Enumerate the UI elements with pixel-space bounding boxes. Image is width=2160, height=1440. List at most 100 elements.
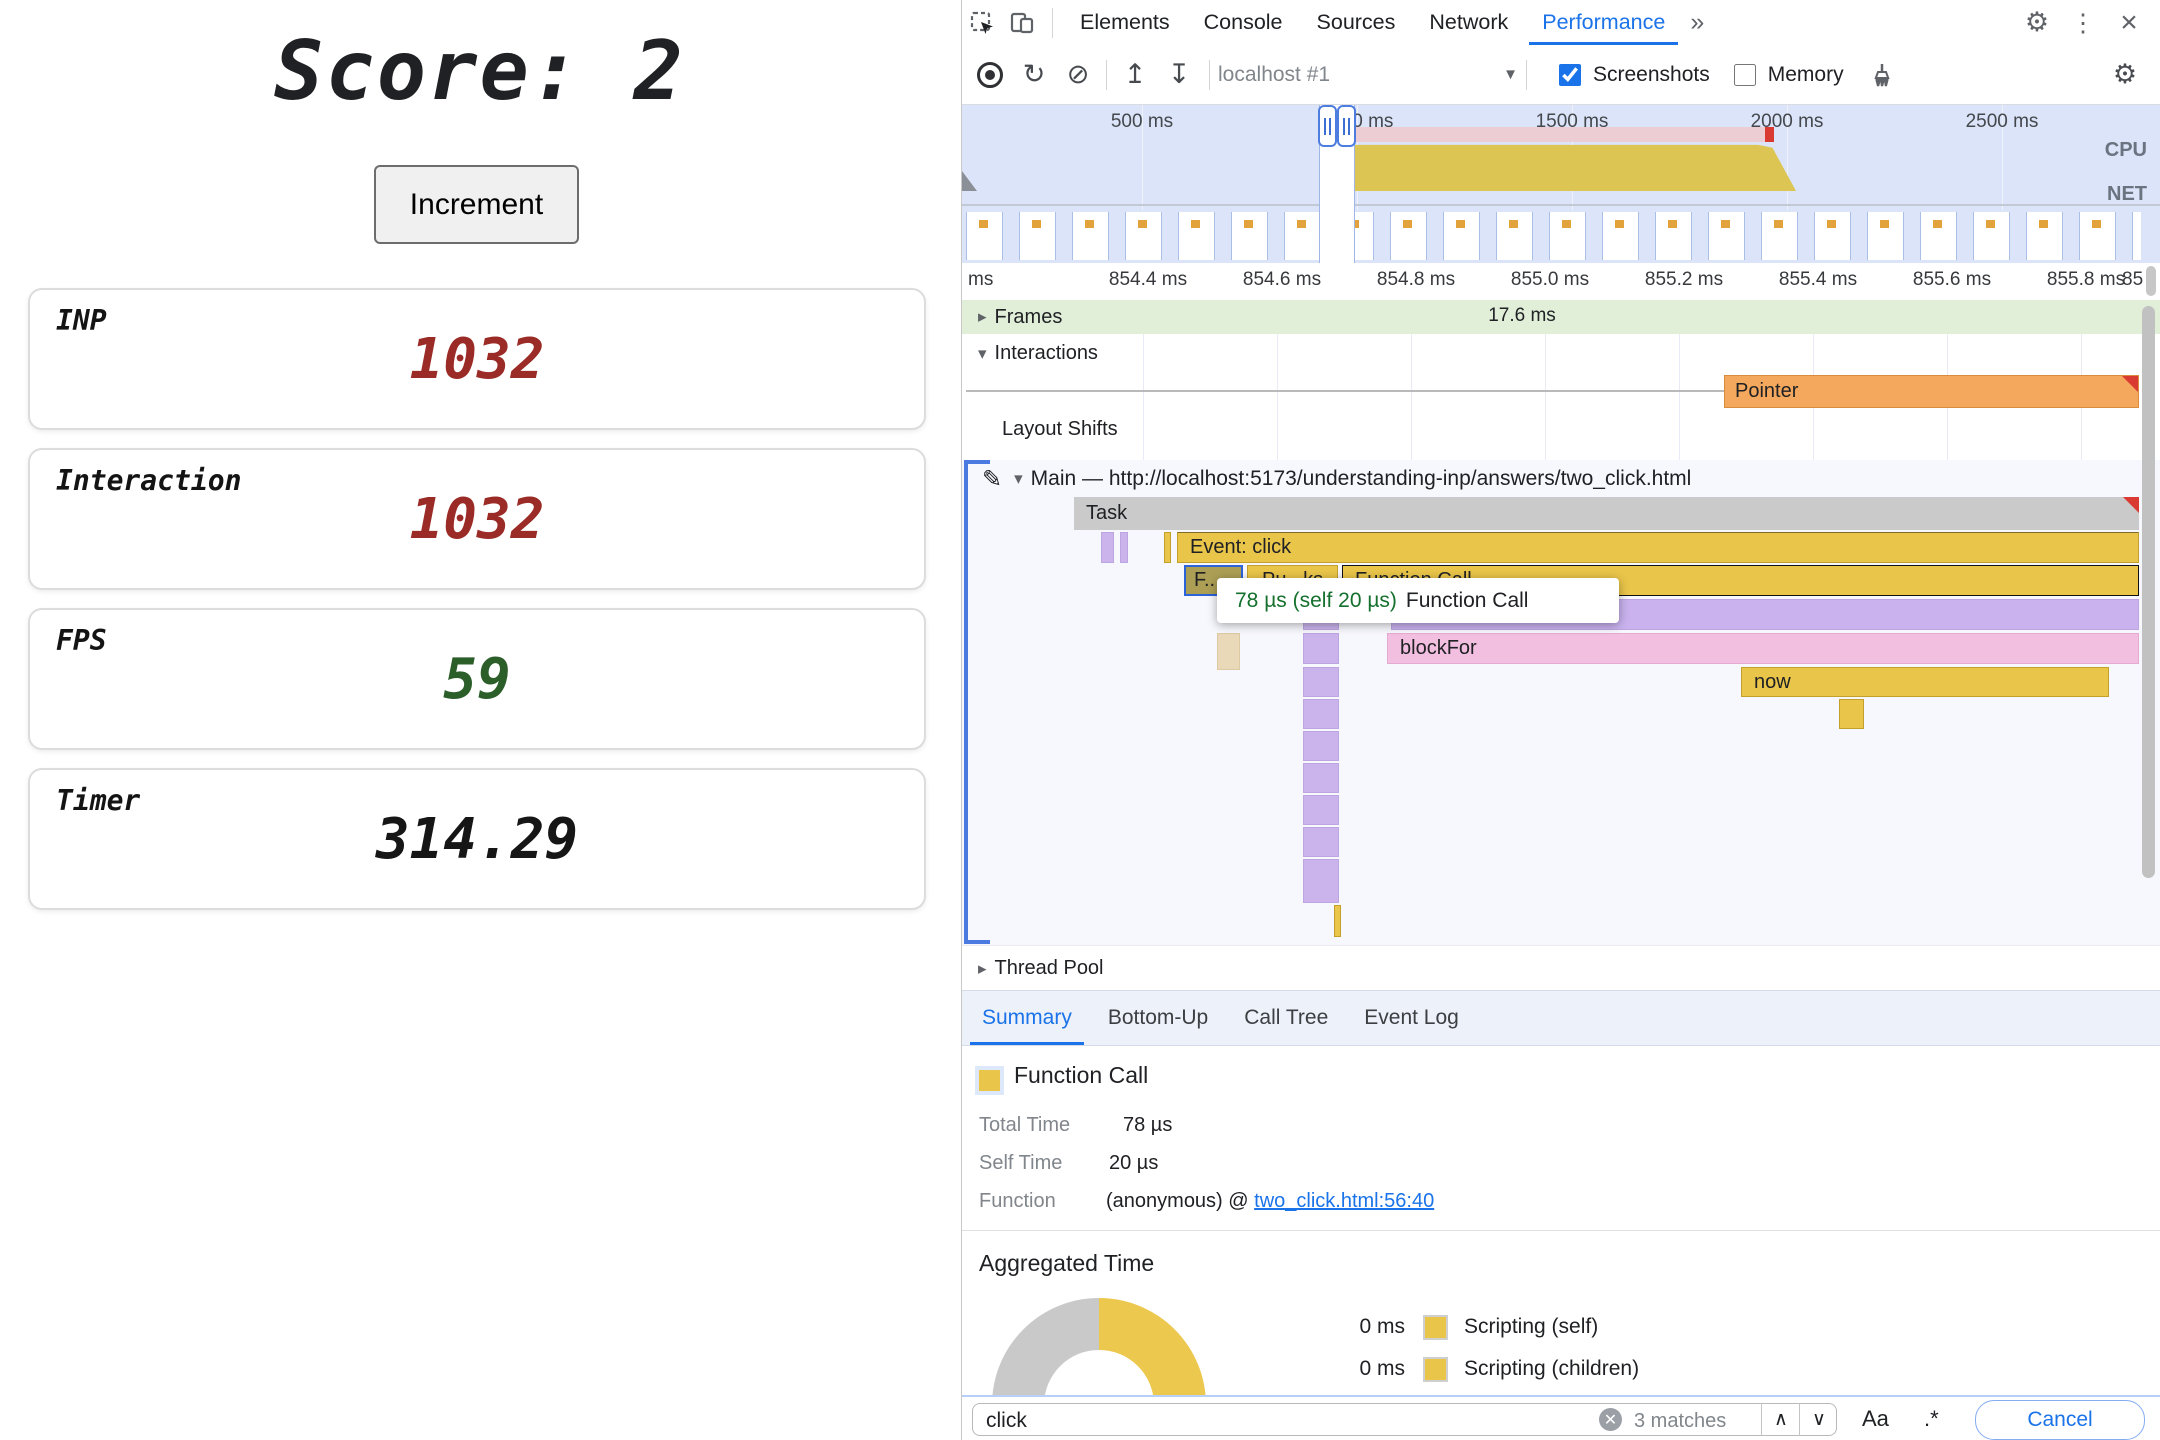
metric-card-timer: Timer 314.29: [28, 768, 926, 910]
record-icon[interactable]: [968, 53, 1012, 97]
legend-row: 0 ms Scripting (self): [1345, 1312, 1598, 1342]
range-handle-left[interactable]: [1318, 105, 1337, 147]
settings-gear-icon[interactable]: ⚙: [2024, 7, 2050, 37]
frames-track-label: Frames: [994, 305, 1063, 328]
aggregated-time-title: Aggregated Time: [979, 1250, 1155, 1276]
source-location-link[interactable]: two_click.html:56:40: [1254, 1190, 1435, 1212]
tab-bottom-up[interactable]: Bottom-Up: [1107, 1006, 1209, 1029]
screenshots-checkbox-input[interactable]: [1559, 63, 1581, 86]
clear-search-icon[interactable]: ✕: [1599, 1408, 1622, 1431]
tab-console[interactable]: Console: [1203, 10, 1283, 34]
horizontal-scrollbar-thumb[interactable]: [2146, 266, 2156, 296]
tab-summary[interactable]: Summary: [964, 991, 1090, 1045]
metric-card-inp: INP 1032: [28, 288, 926, 430]
pencil-icon[interactable]: ✎: [982, 465, 1003, 493]
score-heading: Score: 2: [274, 24, 685, 119]
flame-bar-gc[interactable]: [1303, 667, 1339, 697]
inspect-element-icon[interactable]: [962, 0, 1002, 45]
divider: [1052, 7, 1053, 38]
metric-label: INP: [56, 304, 107, 337]
timeline-overview[interactable]: 500 ms 1000 ms 1500 ms 2000 ms 2500 ms C…: [962, 105, 2160, 210]
flame-bar-minor[interactable]: [1101, 532, 1114, 563]
divider: [962, 1230, 2160, 1231]
divider: [1209, 59, 1210, 90]
flame-bar-gc[interactable]: [1303, 699, 1339, 729]
close-icon[interactable]: ×: [2120, 5, 2138, 39]
match-case-toggle[interactable]: Aa: [1862, 1406, 1889, 1431]
pointer-interaction-bar[interactable]: Pointer: [1724, 375, 2139, 408]
range-handle-right[interactable]: [1337, 105, 1356, 147]
clear-icon[interactable]: ⊘: [1066, 59, 1090, 89]
self-time-value: 20 µs: [1109, 1152, 1159, 1174]
next-match-icon[interactable]: ∨: [1799, 1403, 1838, 1436]
frames-track[interactable]: ▸ Frames: [962, 300, 2160, 334]
flame-bar-minor[interactable]: [1334, 905, 1341, 937]
chevron-down-icon: ▼: [1503, 66, 1518, 83]
profile-select[interactable]: localhost #1 ▼: [1218, 55, 1518, 95]
divider: [1526, 59, 1527, 90]
flame-bar-gc[interactable]: [1303, 633, 1339, 664]
device-toolbar-icon[interactable]: [1002, 0, 1042, 45]
memory-checkbox[interactable]: Memory: [1730, 61, 1844, 89]
flame-bar-gc[interactable]: [1303, 827, 1339, 857]
flame-bar-task[interactable]: Task: [1074, 497, 2139, 530]
memory-checkbox-input[interactable]: [1733, 63, 1756, 86]
interaction-span-bar: [1349, 127, 1773, 142]
collapsed-triangle-icon[interactable]: ▸: [978, 307, 987, 326]
flame-bar-minor[interactable]: [1839, 699, 1864, 729]
vertical-scrollbar-thumb[interactable]: [2142, 306, 2155, 878]
expanded-triangle-icon[interactable]: ▾: [1014, 469, 1023, 488]
expanded-triangle-icon[interactable]: ▾: [978, 343, 987, 363]
legend-time: 0 ms: [1359, 1315, 1405, 1338]
find-bar: ✕ 3 matches ∧ ∨ Aa .* Cancel: [962, 1395, 2160, 1440]
flame-bar-now[interactable]: now: [1741, 667, 2109, 697]
gridline: [2002, 105, 2003, 210]
tab-elements[interactable]: Elements: [1080, 10, 1170, 34]
ruler-label: 855.4 ms: [1778, 269, 1858, 290]
self-time-label: Self Time: [979, 1152, 1063, 1174]
tab-sources[interactable]: Sources: [1316, 10, 1396, 34]
kebab-menu-icon[interactable]: ⋮: [2070, 8, 2096, 37]
flame-bar-minor[interactable]: [1120, 532, 1128, 563]
flame-bar-gc[interactable]: [1303, 859, 1339, 903]
flame-bar-parse[interactable]: [1217, 633, 1240, 670]
cancel-button[interactable]: Cancel: [1975, 1400, 2145, 1440]
flame-bar-gc[interactable]: [1303, 795, 1339, 825]
search-input[interactable]: [984, 1408, 1548, 1434]
regex-toggle[interactable]: .*: [1924, 1406, 1939, 1431]
save-profile-icon[interactable]: ↧: [1167, 59, 1191, 89]
tab-call-tree[interactable]: Call Tree: [1244, 1006, 1329, 1029]
interactions-track[interactable]: ▾ Interactions: [962, 342, 1098, 365]
capture-settings-gear-icon[interactable]: ⚙: [2112, 59, 2138, 89]
gridline: [1142, 105, 1143, 210]
ruler-label: 855.6 ms: [1912, 269, 1992, 290]
collapsed-triangle-icon[interactable]: ▸: [978, 958, 987, 978]
layout-shifts-track-label: Layout Shifts: [1002, 418, 1118, 440]
flame-bar-minor[interactable]: [1164, 532, 1171, 563]
ruler-label: 855.8 ms: [2046, 269, 2126, 290]
tab-performance[interactable]: Performance: [1525, 0, 1682, 45]
screenshots-checkbox[interactable]: Screenshots: [1555, 61, 1710, 89]
long-interaction-warning-icon: [2122, 376, 2138, 392]
flame-chart[interactable]: ▸ Frames 17.6 ms ▾ Interactions Pointer …: [962, 300, 2160, 990]
flame-bar-event-click[interactable]: Event: click: [1177, 532, 2139, 563]
flame-bar-gc[interactable]: [1303, 731, 1339, 761]
memory-label: Memory: [1767, 62, 1844, 86]
load-profile-icon[interactable]: ↥: [1123, 59, 1147, 89]
summary-title: Function Call: [1014, 1062, 1149, 1088]
previous-match-icon[interactable]: ∧: [1761, 1403, 1800, 1436]
flame-bar-blockfor[interactable]: blockFor: [1387, 633, 2139, 664]
main-track-header[interactable]: ✎ ▾ Main — http://localhost:5173/underst…: [962, 460, 2160, 498]
reload-and-record-icon[interactable]: ↻: [1022, 59, 1046, 89]
interaction-whisker: [966, 390, 1724, 392]
screenshot-filmstrip[interactable]: [962, 105, 2160, 263]
tab-event-log[interactable]: Event Log: [1364, 1006, 1459, 1029]
increment-button[interactable]: Increment: [374, 165, 579, 244]
tab-network[interactable]: Network: [1429, 10, 1509, 34]
ruler-label: 854.6 ms: [1242, 269, 1322, 290]
ruler-label: 85: [2122, 269, 2144, 290]
thread-pool-track[interactable]: ▸ Thread Pool: [962, 945, 2160, 990]
more-tabs-icon[interactable]: »: [1690, 8, 1705, 36]
garbage-collect-icon[interactable]: [1860, 53, 1904, 97]
flame-bar-gc[interactable]: [1303, 763, 1339, 793]
